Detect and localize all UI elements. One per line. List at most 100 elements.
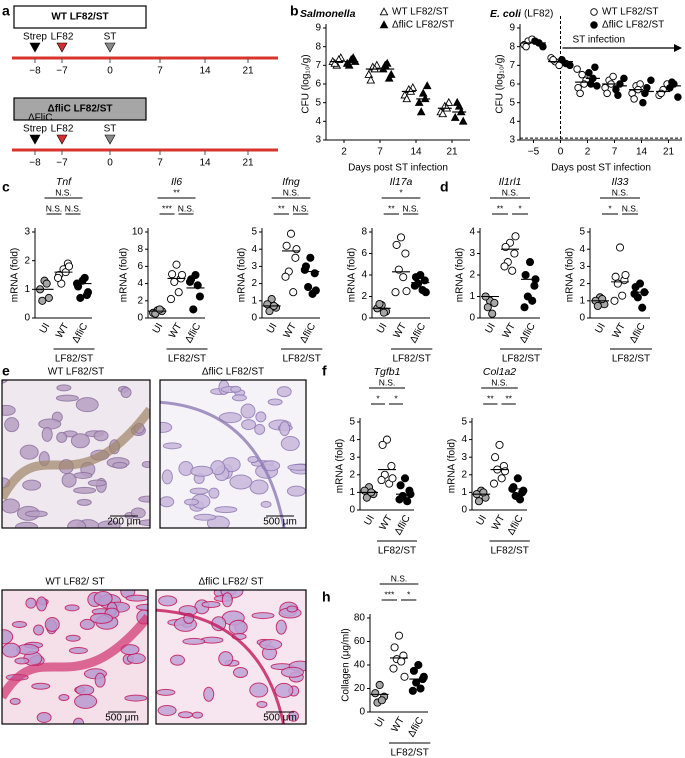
data-point — [306, 253, 315, 262]
significance-label: ** — [388, 203, 395, 213]
significance-label: N.S. — [612, 187, 629, 197]
x-axis-label: Days post ST infection — [348, 163, 448, 174]
y-tick-label: 8 — [315, 41, 321, 52]
data-point — [334, 54, 344, 63]
data-point — [408, 686, 417, 695]
tissue-band — [2, 406, 150, 501]
x-tick-label: WT — [167, 321, 184, 340]
group-label: LF82/ST — [612, 354, 650, 365]
group-label: LF82/ST — [168, 354, 206, 365]
y-axis-label: mRNA (fold) — [119, 248, 130, 302]
y-axis-label: CFU (log₁₀/g) — [495, 54, 506, 113]
x-tick-label: WT — [501, 321, 518, 340]
y-tick-label: 2 — [579, 278, 585, 289]
y-tick-label: 3 — [461, 452, 467, 463]
data-point — [286, 229, 296, 238]
chart-title: Il1rl1 — [499, 176, 522, 188]
crypt — [93, 590, 113, 606]
data-point — [189, 305, 198, 314]
y-tick-label: 3 — [579, 261, 585, 272]
data-point — [615, 243, 625, 252]
y-tick-label: 4 — [461, 434, 467, 445]
data-point — [639, 98, 647, 107]
crypt — [2, 629, 14, 645]
x-tick-label: UI — [593, 321, 608, 335]
data-point — [638, 303, 647, 312]
data-point — [396, 233, 406, 242]
data-point — [522, 42, 530, 51]
crypt — [75, 397, 99, 413]
y-tick-label: 0 — [137, 313, 143, 324]
crypt — [280, 436, 300, 452]
image-title: ΔfliC LF82/ST — [202, 367, 264, 378]
data-point — [590, 21, 598, 29]
y-tick-label: 1 — [461, 487, 467, 498]
data-point — [490, 298, 499, 308]
crypt — [65, 634, 81, 642]
chart-title: Salmonella — [300, 8, 356, 20]
tissue-bg — [160, 380, 306, 528]
data-point — [402, 287, 411, 296]
y-tick-label: 1 — [24, 284, 30, 295]
image-title: WT LF82/ ST — [45, 577, 104, 588]
x-tick-label: 7 — [377, 147, 383, 158]
timeline-tick-label: 7 — [157, 66, 163, 77]
data-point — [525, 258, 535, 267]
significance-label: ** — [487, 393, 494, 403]
data-point — [500, 467, 510, 476]
panel-label: f — [322, 363, 327, 379]
data-point — [177, 270, 187, 280]
crypt — [218, 651, 234, 667]
crypt — [254, 423, 266, 435]
data-point — [76, 293, 85, 302]
crypt — [240, 403, 256, 419]
significance-label: N.S. — [55, 187, 72, 197]
data-point — [155, 305, 164, 314]
chart-title: E. coli — [490, 8, 522, 20]
event-label: LF82 — [51, 32, 74, 43]
data-point — [292, 245, 301, 254]
y-tick-label: 2 — [469, 270, 475, 281]
crypt — [161, 469, 173, 485]
timeline-tick-label: 21 — [242, 158, 254, 169]
crypt — [41, 426, 53, 442]
data-point — [587, 80, 595, 88]
y-tick-label: 7 — [315, 60, 321, 71]
data-point — [630, 289, 639, 298]
crypt — [2, 404, 16, 416]
y-tick-label: 6 — [137, 261, 143, 272]
crypt — [68, 647, 88, 655]
micrograph — [156, 590, 306, 724]
data-point — [598, 295, 607, 304]
data-point — [387, 461, 396, 471]
crypt — [249, 682, 269, 698]
y-tick-label: 80 — [354, 613, 366, 624]
crypt — [73, 717, 85, 724]
y-axis-label: mRNA (fold) — [237, 248, 248, 302]
crypt — [158, 595, 178, 607]
crypt — [141, 460, 150, 468]
data-point — [53, 273, 63, 282]
data-point — [479, 488, 488, 497]
crypt — [112, 461, 128, 469]
y-tick-label: 6 — [509, 79, 515, 90]
y-tick-label: 1 — [579, 295, 585, 306]
event-marker — [104, 42, 116, 53]
group-label: WT LF82/ST — [51, 12, 108, 23]
crypt — [191, 711, 203, 719]
y-axis-label: mRNA (fold) — [447, 439, 458, 493]
crypt — [11, 620, 27, 628]
significance-label: ** — [173, 187, 180, 197]
crypt — [190, 465, 214, 477]
data-point — [166, 295, 176, 304]
crypt — [286, 605, 298, 613]
crypt — [94, 672, 106, 688]
x-tick-label: UI — [375, 321, 390, 335]
significance-label: *** — [162, 203, 173, 213]
crypt — [160, 496, 175, 508]
crypt — [178, 711, 194, 719]
y-tick-label: 2 — [137, 295, 143, 306]
significance-label: N.S. — [502, 187, 519, 197]
timeline-tick-label: 0 — [107, 66, 113, 77]
